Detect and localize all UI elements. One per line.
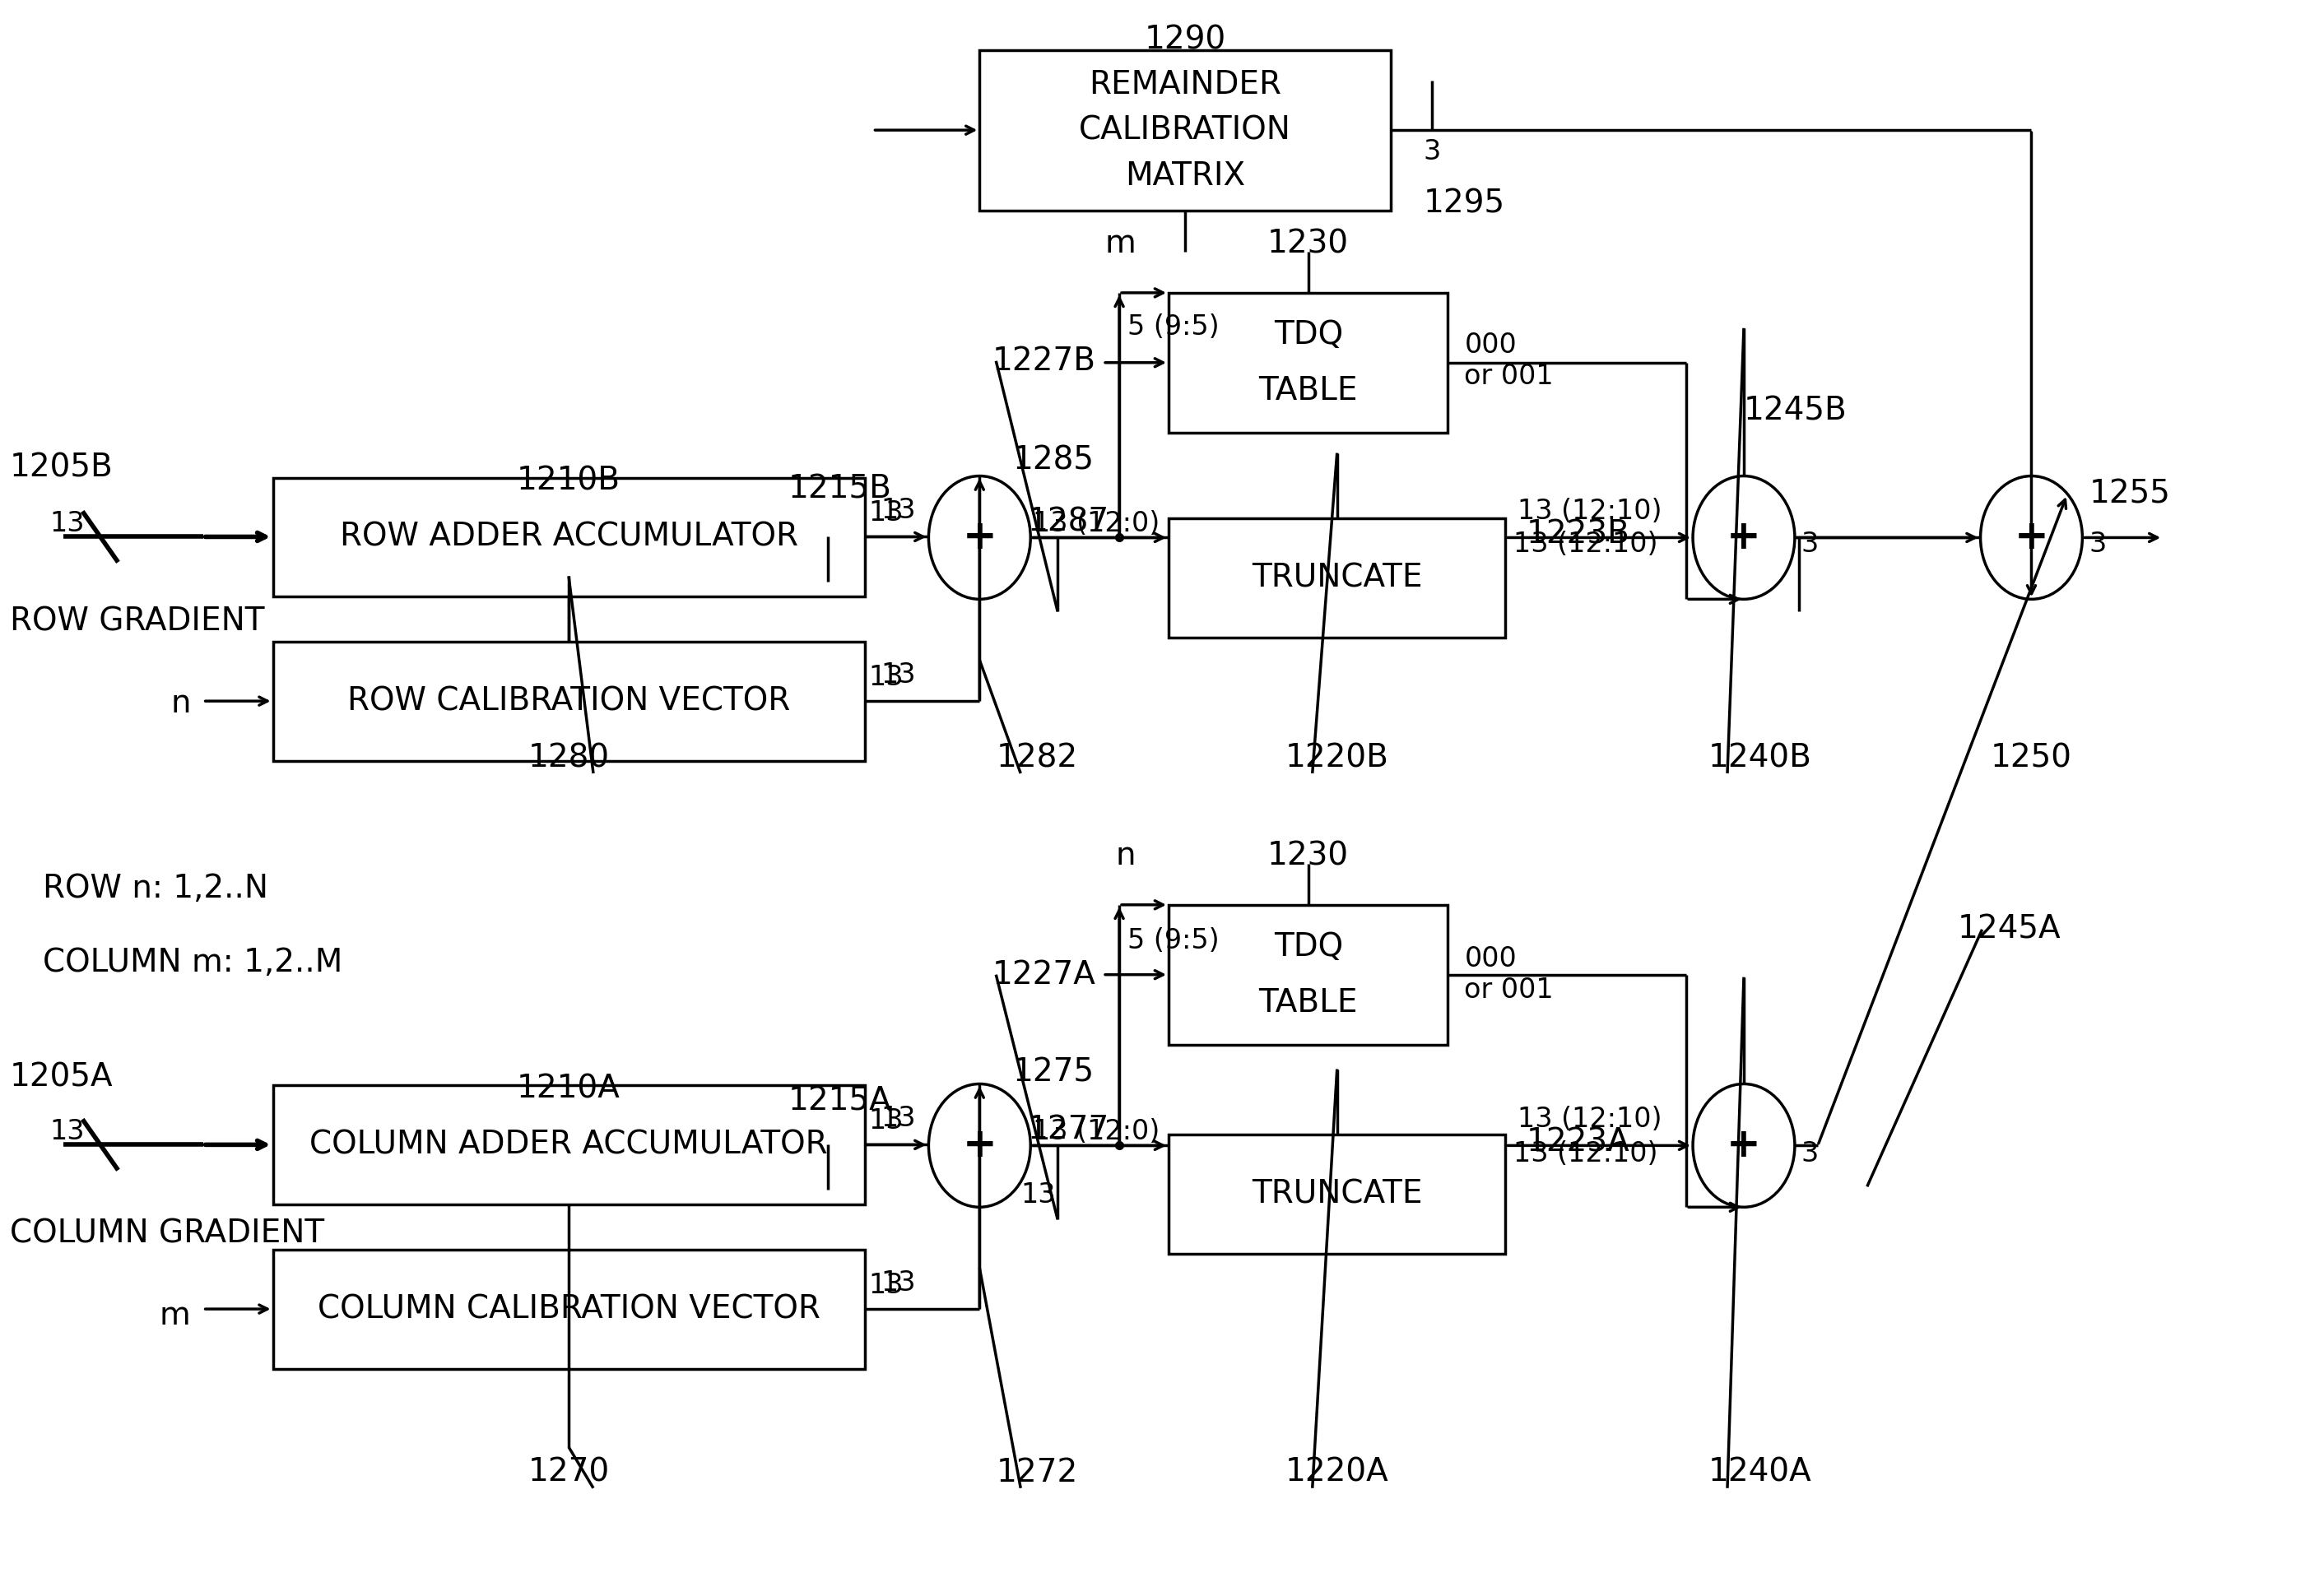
Text: TDQ: TDQ bbox=[1274, 932, 1343, 962]
Ellipse shape bbox=[1980, 476, 2082, 600]
Text: 1240A: 1240A bbox=[1708, 1457, 1813, 1489]
Text: COLUMN GRADIENT: COLUMN GRADIENT bbox=[9, 1217, 325, 1249]
Text: 1205B: 1205B bbox=[9, 452, 114, 484]
Text: 13: 13 bbox=[49, 511, 86, 538]
Text: 1270: 1270 bbox=[528, 1457, 609, 1489]
Bar bbox=[1169, 519, 1506, 638]
Text: 13: 13 bbox=[881, 497, 916, 524]
Bar bbox=[1169, 1135, 1506, 1254]
Text: m: m bbox=[1104, 229, 1136, 259]
Text: COLUMN ADDER ACCUMULATOR: COLUMN ADDER ACCUMULATOR bbox=[309, 1130, 827, 1160]
Text: n: n bbox=[170, 687, 191, 719]
Text: 1210A: 1210A bbox=[516, 1073, 621, 1105]
Text: 1240B: 1240B bbox=[1708, 743, 1813, 773]
Text: 1245A: 1245A bbox=[1957, 914, 2061, 946]
Text: 13: 13 bbox=[869, 663, 904, 692]
Bar bbox=[1169, 292, 1448, 432]
Text: 1215A: 1215A bbox=[788, 1086, 892, 1117]
Text: 1227A: 1227A bbox=[992, 959, 1095, 990]
Ellipse shape bbox=[1692, 1084, 1794, 1208]
Bar bbox=[272, 1251, 865, 1370]
Text: ROW ADDER ACCUMULATOR: ROW ADDER ACCUMULATOR bbox=[339, 522, 797, 552]
Text: 13: 13 bbox=[49, 1119, 86, 1146]
Text: 1277: 1277 bbox=[1027, 1114, 1109, 1146]
Text: 1223B: 1223B bbox=[1527, 519, 1629, 551]
Text: +: + bbox=[962, 1125, 997, 1165]
Text: 1285: 1285 bbox=[1013, 444, 1095, 476]
Text: ROW GRADIENT: ROW GRADIENT bbox=[9, 606, 265, 636]
Text: 1272: 1272 bbox=[997, 1457, 1078, 1489]
Text: 13: 13 bbox=[1020, 1182, 1055, 1209]
Text: 13: 13 bbox=[869, 1108, 904, 1135]
Text: 3: 3 bbox=[1801, 1141, 1820, 1168]
Text: 1220A: 1220A bbox=[1285, 1457, 1390, 1489]
Text: 1210B: 1210B bbox=[516, 465, 621, 497]
Text: 13: 13 bbox=[869, 1273, 904, 1300]
Text: 1280: 1280 bbox=[528, 743, 609, 773]
Text: 13 (12:10): 13 (12:10) bbox=[1513, 532, 1657, 559]
Text: TRUNCATE: TRUNCATE bbox=[1253, 1179, 1422, 1209]
Text: 000
or 001: 000 or 001 bbox=[1464, 332, 1555, 390]
Bar bbox=[1169, 905, 1448, 1044]
Text: m: m bbox=[160, 1300, 191, 1331]
Text: 13: 13 bbox=[881, 662, 916, 689]
Text: 1295: 1295 bbox=[1422, 187, 1506, 219]
Text: 13 (12:10): 13 (12:10) bbox=[1518, 498, 1662, 525]
Text: +: + bbox=[1727, 517, 1762, 557]
Text: 1290: 1290 bbox=[1143, 24, 1225, 56]
Text: 3: 3 bbox=[2089, 532, 2106, 559]
Text: 1205A: 1205A bbox=[9, 1062, 114, 1093]
Text: 13 (12:0): 13 (12:0) bbox=[1032, 511, 1160, 538]
Text: TABLE: TABLE bbox=[1260, 375, 1357, 406]
Text: 5 (9:5): 5 (9:5) bbox=[1127, 313, 1220, 341]
Text: 1275: 1275 bbox=[1013, 1057, 1095, 1089]
Ellipse shape bbox=[1692, 476, 1794, 600]
Text: 13: 13 bbox=[881, 1270, 916, 1297]
Text: TRUNCATE: TRUNCATE bbox=[1253, 563, 1422, 594]
Text: 000
or 001: 000 or 001 bbox=[1464, 946, 1555, 1005]
Text: ROW CALIBRATION VECTOR: ROW CALIBRATION VECTOR bbox=[346, 686, 790, 717]
Text: 1250: 1250 bbox=[1992, 743, 2073, 773]
Bar bbox=[272, 1086, 865, 1205]
Text: COLUMN m: 1,2..M: COLUMN m: 1,2..M bbox=[42, 947, 342, 978]
Text: +: + bbox=[1727, 1125, 1762, 1165]
Text: 1282: 1282 bbox=[997, 743, 1078, 773]
Text: 1287: 1287 bbox=[1027, 506, 1109, 538]
Text: 1215B: 1215B bbox=[788, 473, 892, 505]
Text: 1230: 1230 bbox=[1267, 229, 1348, 260]
Bar bbox=[272, 478, 865, 597]
Text: ROW n: 1,2..N: ROW n: 1,2..N bbox=[42, 873, 267, 905]
Text: 13 (12:0): 13 (12:0) bbox=[1032, 1119, 1160, 1146]
Ellipse shape bbox=[930, 476, 1030, 600]
Text: 5 (9:5): 5 (9:5) bbox=[1127, 927, 1220, 954]
Text: TDQ: TDQ bbox=[1274, 319, 1343, 351]
Text: TABLE: TABLE bbox=[1260, 987, 1357, 1019]
Ellipse shape bbox=[930, 1084, 1030, 1208]
Text: 13 (12:10): 13 (12:10) bbox=[1518, 1106, 1662, 1133]
Text: 13: 13 bbox=[881, 1105, 916, 1133]
Text: 1223A: 1223A bbox=[1527, 1127, 1629, 1159]
Bar bbox=[981, 51, 1390, 211]
Text: REMAINDER: REMAINDER bbox=[1088, 70, 1281, 100]
Text: 3: 3 bbox=[1422, 138, 1441, 165]
Text: COLUMN CALIBRATION VECTOR: COLUMN CALIBRATION VECTOR bbox=[318, 1293, 820, 1325]
Text: n: n bbox=[1116, 840, 1136, 871]
Text: 1230: 1230 bbox=[1267, 841, 1348, 871]
Text: +: + bbox=[962, 517, 997, 557]
Text: 13: 13 bbox=[869, 500, 904, 527]
Text: +: + bbox=[2015, 517, 2047, 557]
Bar bbox=[272, 641, 865, 762]
Text: 13 (12:10): 13 (12:10) bbox=[1513, 1141, 1657, 1168]
Text: 1220B: 1220B bbox=[1285, 743, 1390, 773]
Text: 1227B: 1227B bbox=[992, 346, 1095, 376]
Text: 3: 3 bbox=[1801, 532, 1820, 559]
Text: 1245B: 1245B bbox=[1743, 395, 1848, 427]
Text: CALIBRATION: CALIBRATION bbox=[1078, 114, 1292, 146]
Text: 1255: 1255 bbox=[2089, 478, 2171, 509]
Text: MATRIX: MATRIX bbox=[1125, 160, 1246, 192]
